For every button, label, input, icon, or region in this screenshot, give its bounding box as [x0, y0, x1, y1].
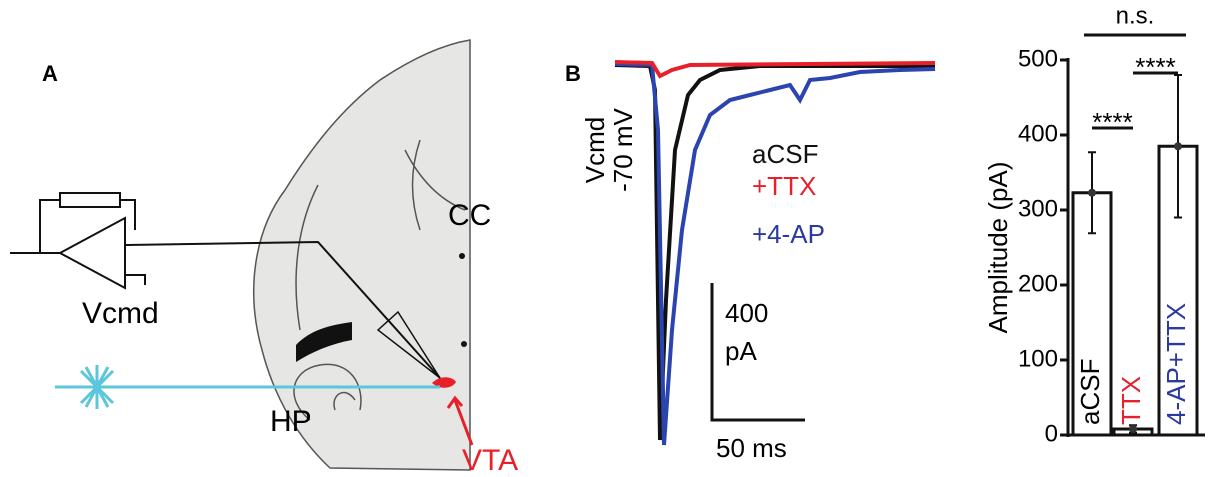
region-label: CC — [448, 199, 491, 232]
amplifier — [10, 192, 146, 290]
y-tick-label: 0 — [1045, 420, 1058, 447]
holding-label: Vcmd -70 mV — [580, 107, 638, 191]
significance-label: n.s. — [1116, 2, 1155, 29]
y-tick-label: 100 — [1018, 345, 1058, 372]
pipette — [376, 310, 441, 379]
slice-contour — [295, 139, 466, 331]
midline-dot — [459, 253, 465, 259]
scale-label: pA — [725, 336, 757, 366]
vta-region — [432, 377, 456, 388]
mean-dot — [1088, 188, 1096, 197]
category-label: 4-AP+TTX — [1161, 303, 1191, 425]
trace-ttx — [614, 60, 936, 79]
significance-label: **** — [1135, 52, 1175, 82]
legend-entry: aCSF — [752, 139, 818, 169]
y-tick-label: 300 — [1018, 195, 1058, 222]
midline-dot — [461, 341, 467, 347]
ventricle — [296, 322, 352, 362]
region-label: HP — [270, 405, 312, 438]
scale-bar — [710, 283, 805, 422]
legend-entry: +TTX — [752, 171, 816, 201]
category-label: TTX — [1116, 376, 1146, 425]
significance-label: **** — [1092, 107, 1132, 137]
legend-entry: +4-AP — [752, 219, 825, 249]
y-tick-label: 200 — [1018, 270, 1058, 297]
holding-line: Vcmd — [580, 117, 610, 183]
category-label: aCSF — [1075, 359, 1105, 425]
trace-4ap — [614, 62, 936, 446]
y-tick-label: 500 — [1018, 45, 1058, 72]
mean-dot — [1129, 425, 1137, 433]
laser — [75, 365, 120, 409]
mean-dot — [1174, 142, 1182, 151]
scale-label: 400 — [725, 298, 768, 328]
brain-slice — [253, 39, 471, 471]
amplifier-label: Vcmd — [82, 297, 159, 330]
electrode-wire — [124, 240, 441, 379]
y-axis-label: Amplitude (pA) — [983, 162, 1013, 334]
scale-label: 50 ms — [716, 433, 787, 463]
holding-line: -70 mV — [608, 107, 638, 191]
region-label: VTA — [462, 444, 518, 477]
panel-label: B — [565, 61, 581, 86]
panel-label: A — [42, 61, 58, 86]
vta-arrow — [446, 395, 474, 446]
y-tick-label: 400 — [1018, 120, 1058, 147]
